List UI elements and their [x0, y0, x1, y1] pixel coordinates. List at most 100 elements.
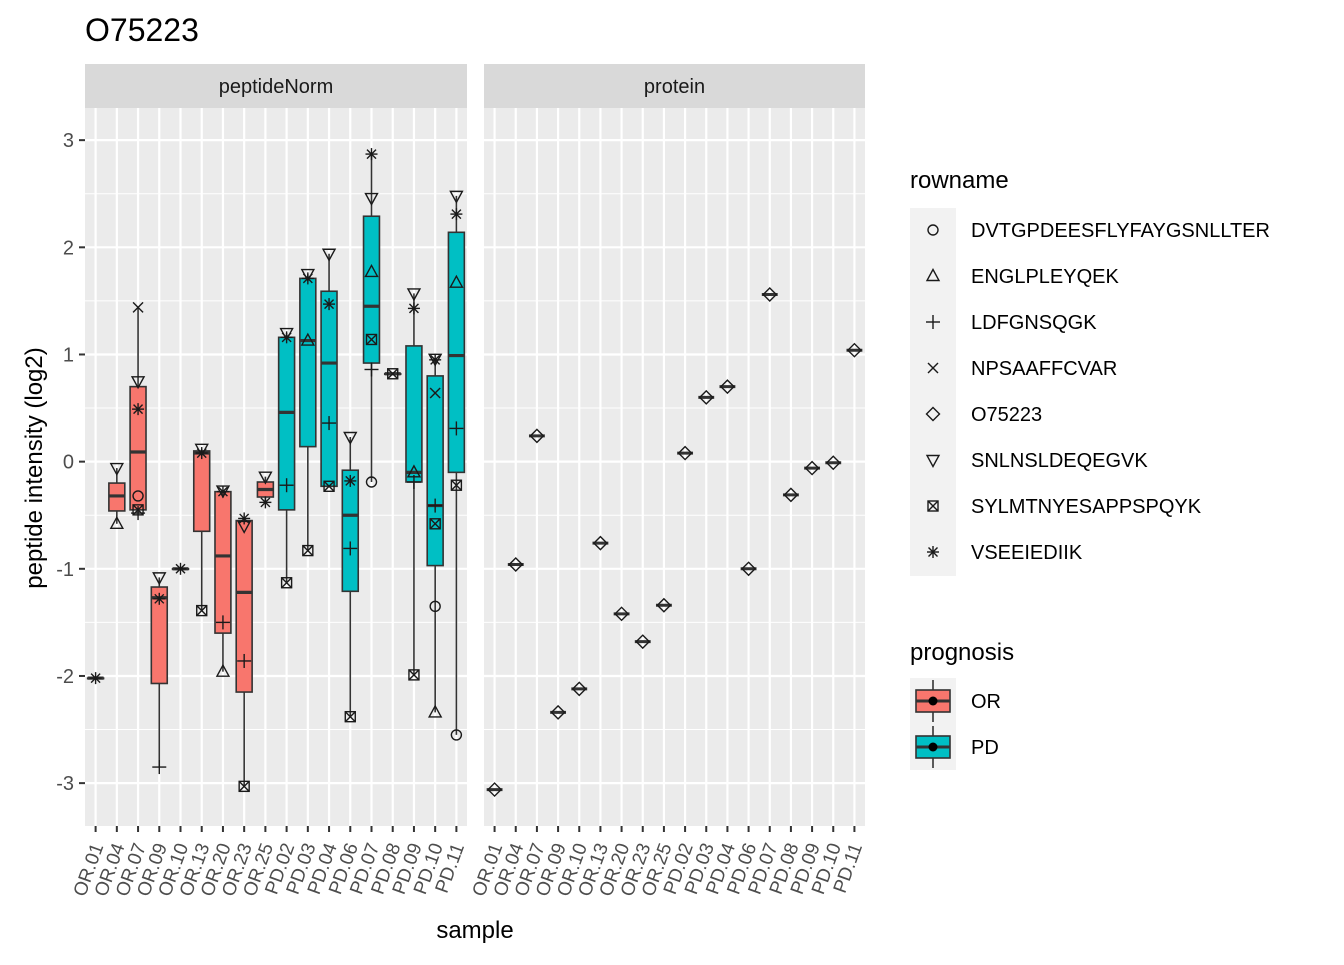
box-body — [150, 586, 169, 685]
legend-key-PD — [910, 724, 956, 770]
point-ENGLPLEYQEK-PD.03 — [300, 332, 316, 346]
box-body — [299, 277, 317, 448]
point-VSEEIEDIIK-OR.10 — [174, 562, 187, 575]
point-O75223-PD.11 — [846, 342, 862, 358]
point-DVTGPDEESFLYFAYGSNLLTER-PD.11 — [450, 729, 463, 741]
legend-key-cross — [927, 362, 939, 374]
point-LDFGNSQGK-PD.10 — [428, 498, 443, 513]
point-VSEEIEDIIK-PD.11 — [450, 208, 463, 221]
point-VSEEIEDIIK-OR.01 — [89, 672, 102, 685]
point-O75223-OR.23 — [635, 634, 651, 650]
point-SYLMTNYESAPPSPQYK-PD.02 — [280, 577, 293, 589]
point-VSEEIEDIIK-OR.23 — [238, 512, 251, 525]
point-VSEEIEDIIK-PD.06 — [344, 474, 357, 487]
legend-dot — [928, 742, 938, 752]
point-LDFGNSQGK-PD.07 — [364, 362, 379, 377]
point-O75223-PD.07 — [762, 286, 778, 302]
x-axis-label: sample — [436, 917, 513, 944]
point-SYLMTNYESAPPSPQYK-PD.07 — [365, 333, 378, 346]
point-SNLNSLDEQEGVK-PD.04 — [321, 248, 337, 262]
point-ENGLPLEYQEK-PD.10 — [427, 704, 443, 718]
y-tick-label: -1 — [56, 559, 74, 581]
point-SYLMTNYESAPPSPQYK-OR.23 — [238, 780, 250, 793]
point-LDFGNSQGK-PD.09 — [406, 475, 421, 490]
point-O75223-PD.02 — [677, 445, 693, 461]
point-VSEEIEDIIK-OR.20 — [216, 485, 229, 498]
point-O75223-OR.07 — [529, 428, 545, 444]
y-axis-label: peptide intensity (log2) — [21, 347, 48, 588]
point-SNLNSLDEQEGVK-OR.07 — [130, 376, 146, 390]
point-SNLNSLDEQEGVK-PD.09 — [406, 288, 422, 302]
point-VSEEIEDIIK-PD.10 — [429, 353, 442, 366]
legend-title-prognosis: prognosis — [910, 639, 1014, 666]
point-LDFGNSQGK-PD.02 — [279, 478, 294, 493]
legend-key-square-cross — [927, 500, 939, 512]
panel-protein: proteinOR.01OR.04OR.07OR.09OR.10OR.13OR.… — [469, 64, 867, 899]
box-body — [341, 469, 360, 593]
legend-key-triangle-up — [925, 268, 941, 282]
strip-protein — [484, 64, 865, 108]
point-SNLNSLDEQEGVK-OR.09 — [152, 572, 167, 586]
legend-label: DVTGPDEESFLYFAYGSNLLTER — [971, 220, 1270, 242]
legend-key-triangle-down — [925, 454, 941, 468]
point-SNLNSLDEQEGVK-OR.04 — [109, 462, 125, 477]
point-VSEEIEDIIK-PD.02 — [280, 331, 293, 344]
point-VSEEIEDIIK-PD.07 — [365, 148, 378, 161]
legend-key-asterisk — [927, 546, 939, 558]
point-VSEEIEDIIK-PD.04 — [323, 298, 336, 311]
point-SNLNSLDEQEGVK-PD.11 — [449, 190, 464, 204]
y-tick-label: -2 — [56, 666, 74, 688]
point-VSEEIEDIIK-OR.25 — [259, 496, 272, 509]
point-ENGLPLEYQEK-OR.04 — [109, 515, 125, 529]
legend-key-plus — [926, 315, 940, 329]
point-LDFGNSQGK-PD.06 — [343, 541, 358, 556]
box-PD.02 — [277, 333, 296, 583]
box-body — [426, 375, 444, 567]
legend-key-circle — [927, 224, 939, 236]
legend-label: O75223 — [971, 404, 1042, 426]
point-LDFGNSQGK-OR.23 — [237, 653, 252, 668]
point-SYLMTNYESAPPSPQYK-PD.09 — [408, 669, 420, 681]
y-tick-label: 1 — [63, 344, 74, 366]
point-DVTGPDEESFLYFAYGSNLLTER-OR.07 — [132, 490, 144, 502]
point-SYLMTNYESAPPSPQYK-PD.11 — [450, 479, 463, 491]
legend-label: NPSAAFFCVAR — [971, 358, 1117, 380]
point-O75223-PD.09 — [804, 460, 820, 476]
point-O75223-OR.09 — [550, 704, 566, 720]
point-SYLMTNYESAPPSPQYK-PD.08 — [387, 368, 399, 380]
box-body — [405, 345, 423, 483]
legend-label: SNLNSLDEQEGVK — [971, 450, 1148, 472]
box-body — [192, 450, 211, 533]
point-SYLMTNYESAPPSPQYK-PD.03 — [302, 544, 314, 557]
point-SYLMTNYESAPPSPQYK-PD.10 — [429, 518, 441, 530]
point-SYLMTNYESAPPSPQYK-OR.13 — [196, 604, 208, 617]
legend-label: VSEEIEDIIK — [971, 542, 1083, 564]
y-tick-label: 3 — [63, 130, 74, 152]
strip-peptideNorm — [85, 64, 467, 108]
box-body — [447, 231, 466, 474]
legend-key-diamond — [925, 406, 941, 422]
point-SYLMTNYESAPPSPQYK-OR.07 — [132, 504, 144, 516]
point-O75223-OR.20 — [614, 606, 630, 622]
point-O75223-OR.10 — [571, 681, 587, 697]
point-ENGLPLEYQEK-OR.20 — [215, 663, 231, 677]
point-O75223-PD.03 — [698, 389, 714, 405]
strip-label: protein — [644, 76, 705, 98]
point-DVTGPDEESFLYFAYGSNLLTER-PD.07 — [365, 476, 378, 488]
point-SYLMTNYESAPPSPQYK-PD.04 — [323, 480, 335, 492]
legend: rowname DVTGPDEESFLYFAYGSNLLTER ENGLPLEYQE… — [910, 167, 1270, 770]
panel-peptideNorm: peptideNormOR.01OR.04OR.07OR.09OR.10OR.1… — [56, 64, 469, 899]
point-O75223-PD.10 — [825, 455, 841, 471]
point-LDFGNSQGK-OR.20 — [215, 615, 230, 630]
panels: peptideNormOR.01OR.04OR.07OR.09OR.10OR.1… — [56, 64, 867, 899]
panel-background — [85, 108, 467, 826]
y-tick-label: 0 — [63, 452, 74, 474]
point-ENGLPLEYQEK-PD.11 — [449, 274, 464, 288]
panel-background — [484, 108, 865, 826]
point-SNLNSLDEQEGVK-PD.06 — [343, 431, 358, 445]
point-O75223-OR.01 — [487, 782, 503, 798]
point-DVTGPDEESFLYFAYGSNLLTER-PD.10 — [429, 600, 441, 613]
box-body — [214, 490, 232, 634]
point-NPSAAFFCVAR-PD.10 — [429, 387, 441, 399]
box-PD.11 — [447, 195, 466, 735]
